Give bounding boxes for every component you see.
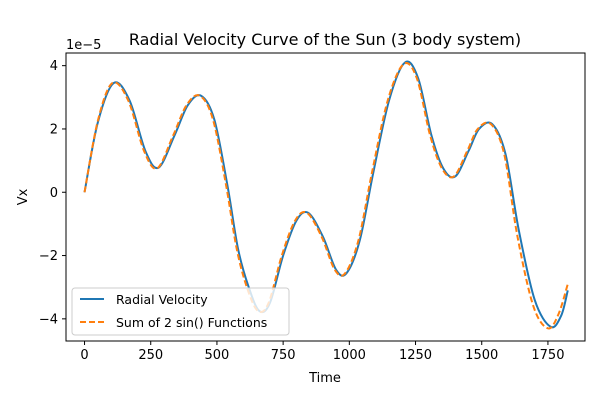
x-tick-label: 250 <box>138 348 163 363</box>
x-tick-label: 1000 <box>333 348 366 363</box>
legend-box <box>71 287 290 336</box>
plot-frame <box>65 52 586 342</box>
legend: Radial Velocity Sum of 2 sin() Functions <box>71 287 290 336</box>
x-tick-label: 1250 <box>399 348 432 363</box>
series-layer <box>83 60 569 330</box>
y-axis-ticks: −4 −2 0 2 4 <box>39 59 66 327</box>
x-axis-label: Time <box>308 371 341 386</box>
x-tick-label: 1750 <box>531 348 564 363</box>
x-tick-label: 1500 <box>465 348 498 363</box>
chart-title: Radial Velocity Curve of the Sun (3 body… <box>129 30 521 49</box>
y-tick-label: 0 <box>50 186 58 201</box>
x-tick-label: 0 <box>80 348 88 363</box>
y-tick-label: 2 <box>50 122 58 137</box>
plot-area <box>65 52 586 342</box>
y-axis-label: Vx <box>16 188 31 205</box>
y-offset-label: 1e−5 <box>66 38 101 53</box>
x-axis-ticks: 0 250 500 750 1000 1250 1500 1750 <box>80 341 564 363</box>
x-tick-label: 500 <box>205 348 230 363</box>
legend-label-sine-sum: Sum of 2 sin() Functions <box>116 315 267 330</box>
y-tick-label: −2 <box>39 249 58 264</box>
y-tick-label: −4 <box>39 312 58 327</box>
x-tick-label: 750 <box>271 348 296 363</box>
y-tick-label: 4 <box>50 59 58 74</box>
series-line-sine-sum <box>83 62 569 330</box>
legend-label-radial-velocity: Radial Velocity <box>116 292 208 307</box>
